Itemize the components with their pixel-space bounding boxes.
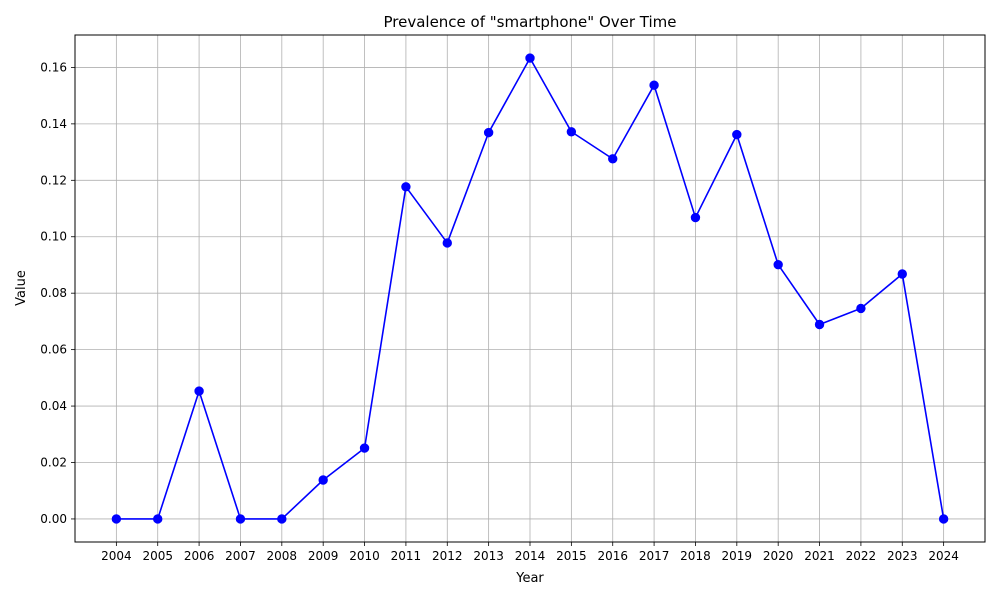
x-tick-label: 2013 bbox=[473, 549, 504, 563]
x-tick-label: 2007 bbox=[225, 549, 256, 563]
y-axis-ticks: 0.00 0.02 0.04 0.06 0.08 0.10 0.12 0.14 0.16 bbox=[40, 60, 75, 526]
x-tick-label: 2022 bbox=[846, 549, 877, 563]
x-tick-label: 2018 bbox=[680, 549, 711, 563]
data-point bbox=[111, 514, 122, 524]
y-tick-label: 0.00 bbox=[40, 512, 67, 526]
y-tick-label: 0.06 bbox=[40, 343, 67, 357]
data-point bbox=[359, 443, 370, 453]
y-tick-label: 0.10 bbox=[40, 230, 67, 244]
data-point bbox=[732, 129, 742, 140]
chart-title: Prevalence of "smartphone" Over Time bbox=[383, 13, 676, 31]
data-point bbox=[525, 53, 535, 63]
x-tick-label: 2014 bbox=[515, 549, 546, 563]
data-point bbox=[194, 386, 204, 396]
x-tick-label: 2012 bbox=[432, 549, 463, 563]
data-point bbox=[608, 154, 618, 164]
data-point bbox=[235, 514, 246, 524]
y-tick-label: 0.02 bbox=[40, 456, 67, 470]
y-tick-label: 0.04 bbox=[40, 399, 67, 413]
x-tick-label: 2019 bbox=[722, 549, 753, 563]
data-point bbox=[401, 182, 411, 192]
grid bbox=[75, 35, 985, 542]
x-tick-label: 2005 bbox=[142, 549, 173, 563]
data-point bbox=[690, 212, 701, 223]
x-tick-label: 2016 bbox=[597, 549, 628, 563]
y-axis-label: Value bbox=[14, 270, 29, 306]
x-axis-ticks: 2004 2005 2006 2007 2008 2009 2010 2011 2012 2013… bbox=[101, 542, 959, 563]
series-layer bbox=[111, 53, 949, 524]
data-point bbox=[649, 80, 659, 90]
y-tick-label: 0.12 bbox=[40, 173, 67, 187]
data-point bbox=[897, 269, 907, 279]
x-tick-label: 2024 bbox=[928, 549, 959, 563]
x-tick-label: 2011 bbox=[391, 549, 422, 563]
data-point bbox=[277, 514, 287, 524]
x-tick-label: 2015 bbox=[556, 549, 587, 563]
x-tick-label: 2006 bbox=[184, 549, 215, 563]
x-tick-label: 2017 bbox=[639, 549, 670, 563]
x-tick-label: 2004 bbox=[101, 549, 132, 563]
data-point bbox=[856, 303, 866, 314]
y-tick-label: 0.08 bbox=[40, 286, 67, 300]
data-point bbox=[442, 238, 452, 248]
data-point bbox=[814, 319, 825, 330]
y-tick-label: 0.16 bbox=[40, 60, 67, 74]
data-point bbox=[566, 127, 577, 137]
data-point bbox=[483, 127, 494, 138]
x-tick-label: 2009 bbox=[308, 549, 339, 563]
data-point bbox=[153, 514, 163, 524]
x-tick-label: 2021 bbox=[804, 549, 835, 563]
data-point bbox=[938, 514, 949, 524]
x-tick-label: 2008 bbox=[267, 549, 298, 563]
x-tick-label: 2010 bbox=[349, 549, 380, 563]
data-point bbox=[773, 259, 783, 270]
x-tick-label: 2020 bbox=[763, 549, 794, 563]
y-tick-label: 0.14 bbox=[40, 117, 67, 131]
data-point bbox=[318, 475, 328, 485]
x-tick-label: 2023 bbox=[887, 549, 918, 563]
x-axis-label: Year bbox=[515, 571, 544, 586]
